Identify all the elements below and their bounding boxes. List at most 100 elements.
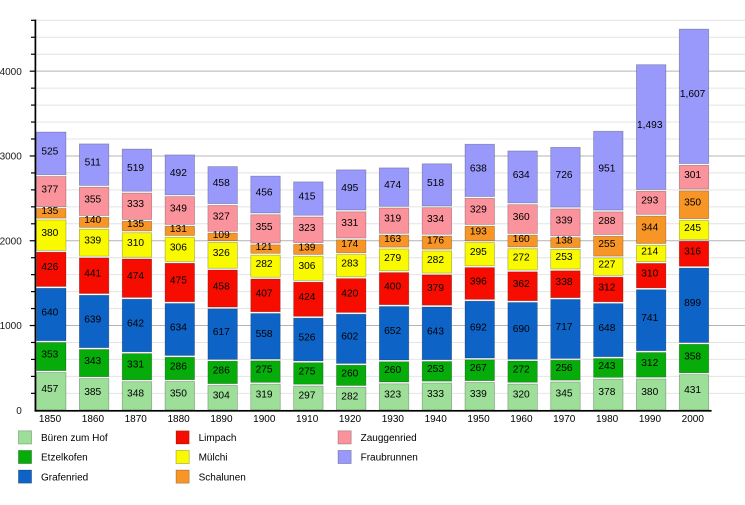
svg-text:339: 339	[84, 236, 101, 247]
svg-text:2000: 2000	[0, 236, 22, 247]
svg-text:475: 475	[170, 275, 187, 286]
svg-text:339: 339	[470, 389, 487, 400]
svg-text:617: 617	[213, 327, 230, 338]
svg-text:275: 275	[256, 365, 273, 376]
svg-text:312: 312	[598, 282, 615, 293]
svg-text:109: 109	[213, 230, 230, 241]
svg-text:310: 310	[127, 238, 144, 249]
svg-text:304: 304	[213, 390, 230, 401]
svg-text:420: 420	[341, 288, 358, 299]
svg-text:634: 634	[513, 170, 530, 181]
svg-text:Mülchi: Mülchi	[199, 453, 228, 464]
svg-text:2000: 2000	[682, 414, 705, 425]
svg-text:253: 253	[427, 364, 444, 375]
svg-text:519: 519	[127, 163, 144, 174]
svg-text:256: 256	[556, 363, 573, 374]
svg-text:345: 345	[556, 389, 573, 400]
svg-text:163: 163	[384, 234, 401, 245]
svg-text:Schalunen: Schalunen	[199, 472, 246, 483]
svg-text:288: 288	[598, 216, 615, 227]
svg-text:379: 379	[427, 283, 444, 294]
svg-text:131: 131	[170, 224, 187, 235]
svg-text:424: 424	[298, 292, 315, 303]
svg-text:295: 295	[470, 247, 487, 258]
svg-text:306: 306	[170, 242, 187, 253]
svg-text:526: 526	[298, 332, 315, 343]
svg-text:Etzelkofen: Etzelkofen	[41, 453, 88, 464]
svg-text:331: 331	[341, 218, 358, 229]
svg-text:267: 267	[470, 363, 487, 374]
svg-text:741: 741	[641, 313, 658, 324]
svg-text:329: 329	[470, 204, 487, 215]
svg-text:441: 441	[84, 269, 101, 280]
svg-text:323: 323	[298, 223, 315, 234]
svg-text:344: 344	[641, 223, 658, 234]
svg-text:1930: 1930	[382, 414, 405, 425]
svg-text:275: 275	[298, 366, 315, 377]
svg-text:121: 121	[256, 242, 273, 253]
svg-text:355: 355	[84, 194, 101, 205]
svg-text:139: 139	[298, 242, 315, 253]
svg-text:331: 331	[127, 360, 144, 371]
svg-text:260: 260	[341, 368, 358, 379]
svg-text:350: 350	[170, 388, 187, 399]
svg-text:431: 431	[684, 385, 701, 396]
svg-text:378: 378	[598, 387, 615, 398]
svg-text:1960: 1960	[510, 414, 533, 425]
svg-text:Limpach: Limpach	[199, 433, 237, 444]
svg-text:648: 648	[598, 323, 615, 334]
svg-text:1890: 1890	[210, 414, 233, 425]
svg-text:260: 260	[384, 365, 401, 376]
svg-text:525: 525	[41, 146, 58, 157]
svg-text:348: 348	[127, 388, 144, 399]
svg-text:160: 160	[513, 234, 530, 245]
svg-text:426: 426	[41, 262, 58, 273]
svg-text:458: 458	[213, 178, 230, 189]
svg-text:385: 385	[84, 387, 101, 398]
svg-text:602: 602	[341, 332, 358, 343]
svg-text:138: 138	[556, 236, 573, 247]
svg-text:396: 396	[470, 276, 487, 287]
svg-text:310: 310	[641, 269, 658, 280]
svg-text:333: 333	[427, 389, 444, 400]
svg-text:511: 511	[85, 158, 102, 169]
svg-text:457: 457	[41, 384, 58, 395]
svg-text:282: 282	[427, 255, 444, 266]
svg-text:255: 255	[598, 239, 615, 250]
svg-text:286: 286	[170, 361, 187, 372]
svg-text:Fraubrunnen: Fraubrunnen	[361, 453, 418, 464]
svg-text:326: 326	[213, 248, 230, 259]
svg-text:355: 355	[256, 222, 273, 233]
svg-text:358: 358	[684, 351, 701, 362]
svg-text:400: 400	[384, 282, 401, 293]
svg-text:214: 214	[641, 246, 658, 257]
svg-text:312: 312	[641, 358, 658, 369]
svg-text:334: 334	[427, 214, 444, 225]
svg-text:899: 899	[684, 298, 701, 309]
svg-text:323: 323	[384, 390, 401, 401]
svg-text:301: 301	[684, 170, 701, 181]
svg-text:1,607: 1,607	[680, 89, 706, 100]
svg-text:474: 474	[384, 180, 401, 191]
svg-text:558: 558	[256, 329, 273, 340]
svg-text:227: 227	[598, 260, 615, 271]
svg-text:350: 350	[684, 198, 701, 209]
svg-text:726: 726	[556, 170, 573, 181]
svg-text:245: 245	[684, 223, 701, 234]
svg-text:339: 339	[556, 215, 573, 226]
svg-text:1,493: 1,493	[637, 120, 663, 131]
svg-text:360: 360	[513, 212, 530, 223]
svg-text:135: 135	[127, 219, 144, 230]
svg-text:320: 320	[513, 390, 530, 401]
svg-text:176: 176	[427, 236, 444, 247]
svg-text:279: 279	[384, 253, 401, 264]
svg-text:642: 642	[127, 318, 144, 329]
svg-text:283: 283	[341, 259, 358, 270]
svg-text:0: 0	[16, 406, 22, 417]
svg-text:243: 243	[598, 361, 615, 372]
svg-text:492: 492	[170, 168, 187, 179]
svg-text:640: 640	[41, 307, 58, 318]
svg-text:1990: 1990	[639, 414, 662, 425]
svg-text:297: 297	[298, 391, 315, 402]
svg-text:338: 338	[556, 277, 573, 288]
